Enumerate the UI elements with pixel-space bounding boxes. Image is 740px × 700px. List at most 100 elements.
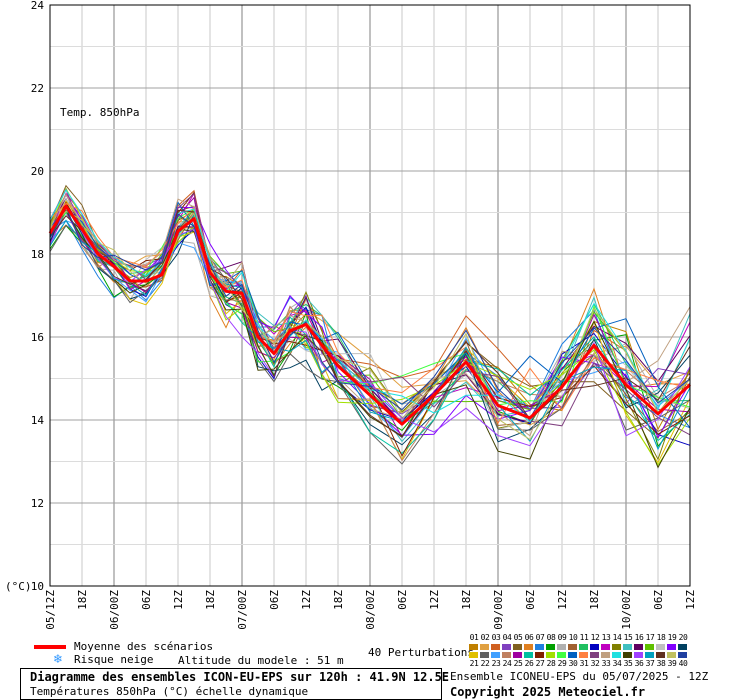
x-tick-label: 08/00Z bbox=[364, 590, 377, 630]
perturbation-series-line bbox=[49, 202, 691, 425]
swatch-color bbox=[480, 644, 489, 650]
x-tick-label: 06Z bbox=[652, 590, 665, 610]
y-tick-label: 14 bbox=[31, 414, 45, 427]
x-tick-label: 12Z bbox=[684, 590, 697, 610]
y-tick-label: 18 bbox=[31, 248, 44, 261]
swatch-color bbox=[678, 644, 687, 650]
perturbation-series-line bbox=[49, 209, 691, 469]
perturbations-label: 40 Perturbations bbox=[368, 646, 474, 659]
swatch-color bbox=[491, 644, 500, 650]
swatch-number: 30 bbox=[568, 659, 578, 668]
mean-series-line bbox=[48, 204, 692, 426]
swatch-number: 22 bbox=[480, 659, 490, 668]
swatch-color bbox=[546, 652, 555, 658]
swatch-color bbox=[656, 644, 665, 650]
x-tick-label: 05/12Z bbox=[44, 590, 57, 630]
swatch-color bbox=[667, 644, 676, 650]
swatch-number: 28 bbox=[546, 659, 556, 668]
y-tick-label: 22 bbox=[31, 82, 44, 95]
run-info: Ensemble ICONEU-EPS du 05/07/2025 - 12Z bbox=[450, 670, 709, 683]
swatch-color bbox=[579, 644, 588, 650]
footer-title: Diagramme des ensembles ICON-EU-EPS sur … bbox=[30, 670, 450, 684]
swatch-number: 15 bbox=[623, 633, 633, 642]
swatch-color bbox=[590, 652, 599, 658]
perturbation-series-line bbox=[49, 201, 691, 429]
mean-legend-label: Moyenne des scénarios bbox=[74, 640, 214, 653]
swatch-number: 33 bbox=[601, 659, 611, 668]
y-axis-ticks: 10 12 14 16 18 20 22 24 bbox=[31, 0, 45, 593]
swatch-number: 07 bbox=[535, 633, 545, 642]
mean-line bbox=[48, 204, 692, 426]
swatch-number: 34 bbox=[612, 659, 622, 668]
x-tick-label: 09/00Z bbox=[492, 590, 505, 630]
swatch-color bbox=[524, 652, 533, 658]
x-tick-label: 18Z bbox=[204, 590, 217, 610]
swatch-color bbox=[612, 644, 621, 650]
perturbation-series-line bbox=[49, 212, 691, 465]
swatch-color bbox=[678, 652, 687, 658]
x-tick-label: 06Z bbox=[396, 590, 409, 610]
swatch-color bbox=[502, 652, 511, 658]
swatch-number: 25 bbox=[513, 659, 523, 668]
swatch-number: 20 bbox=[678, 633, 688, 642]
swatch-color bbox=[579, 652, 588, 658]
swatch-number: 02 bbox=[480, 633, 490, 642]
swatch-number: 05 bbox=[513, 633, 523, 642]
plot-frame bbox=[49, 4, 691, 587]
swatch-number: 23 bbox=[491, 659, 501, 668]
footer-subtitle: Températures 850hPa (°C) échelle dynamiq… bbox=[30, 685, 309, 698]
swatch-number: 37 bbox=[645, 659, 655, 668]
perturbation-series-line bbox=[49, 205, 691, 419]
swatch-number: 11 bbox=[579, 633, 589, 642]
swatch-number: 21 bbox=[469, 659, 479, 668]
swatch-color bbox=[546, 644, 555, 650]
y-tick-label: 24 bbox=[31, 0, 45, 12]
swatch-number: 14 bbox=[612, 633, 622, 642]
x-tick-label: 07/00Z bbox=[236, 590, 249, 630]
swatch-number: 19 bbox=[667, 633, 677, 642]
variable-label: Temp. 850hPa bbox=[60, 106, 139, 119]
x-tick-label: 18Z bbox=[332, 590, 345, 610]
swatch-color bbox=[535, 644, 544, 650]
mean-legend-line bbox=[34, 645, 66, 649]
swatch-number: 36 bbox=[634, 659, 644, 668]
swatch-color bbox=[513, 644, 522, 650]
swatch-number: 27 bbox=[535, 659, 545, 668]
x-tick-label: 12Z bbox=[428, 590, 441, 610]
x-tick-label: 12Z bbox=[172, 590, 185, 610]
x-tick-label: 18Z bbox=[460, 590, 473, 610]
swatch-number: 26 bbox=[524, 659, 534, 668]
swatch-number: 04 bbox=[502, 633, 512, 642]
swatch-color bbox=[612, 652, 621, 658]
swatch-number: 29 bbox=[557, 659, 567, 668]
swatch-color bbox=[502, 644, 511, 650]
swatch-color bbox=[557, 652, 566, 658]
x-tick-label: 06Z bbox=[524, 590, 537, 610]
swatch-number: 13 bbox=[601, 633, 611, 642]
swatch-color bbox=[557, 644, 566, 650]
swatch-number: 10 bbox=[568, 633, 578, 642]
perturbation-series-line bbox=[49, 210, 691, 441]
copyright: Copyright 2025 Meteociel.fr bbox=[450, 685, 646, 699]
swatch-number: 40 bbox=[678, 659, 688, 668]
swatch-number: 32 bbox=[590, 659, 600, 668]
swatch-number: 03 bbox=[491, 633, 501, 642]
swatch-color bbox=[590, 644, 599, 650]
snowflake-icon: ❄ bbox=[53, 652, 64, 666]
y-tick-label: 10 bbox=[31, 580, 44, 593]
y-tick-label: 12 bbox=[31, 497, 44, 510]
swatch-color bbox=[623, 652, 632, 658]
swatch-color bbox=[634, 652, 643, 658]
y-tick-label: 16 bbox=[31, 331, 44, 344]
swatch-color bbox=[656, 652, 665, 658]
swatch-color bbox=[469, 644, 478, 650]
x-tick-label: 18Z bbox=[588, 590, 601, 610]
x-axis-ticks: 05/12Z 18Z 06/00Z 06Z 12Z 18Z 07/00Z 06Z 12Z 18Z 0… bbox=[44, 590, 697, 630]
swatch-number: 08 bbox=[546, 633, 556, 642]
swatch-number: 12 bbox=[590, 633, 600, 642]
swatch-color bbox=[645, 644, 654, 650]
snow-legend-label: Risque neige bbox=[74, 653, 154, 666]
swatch-number: 17 bbox=[645, 633, 655, 642]
y-unit-label: (°C) bbox=[5, 580, 32, 593]
